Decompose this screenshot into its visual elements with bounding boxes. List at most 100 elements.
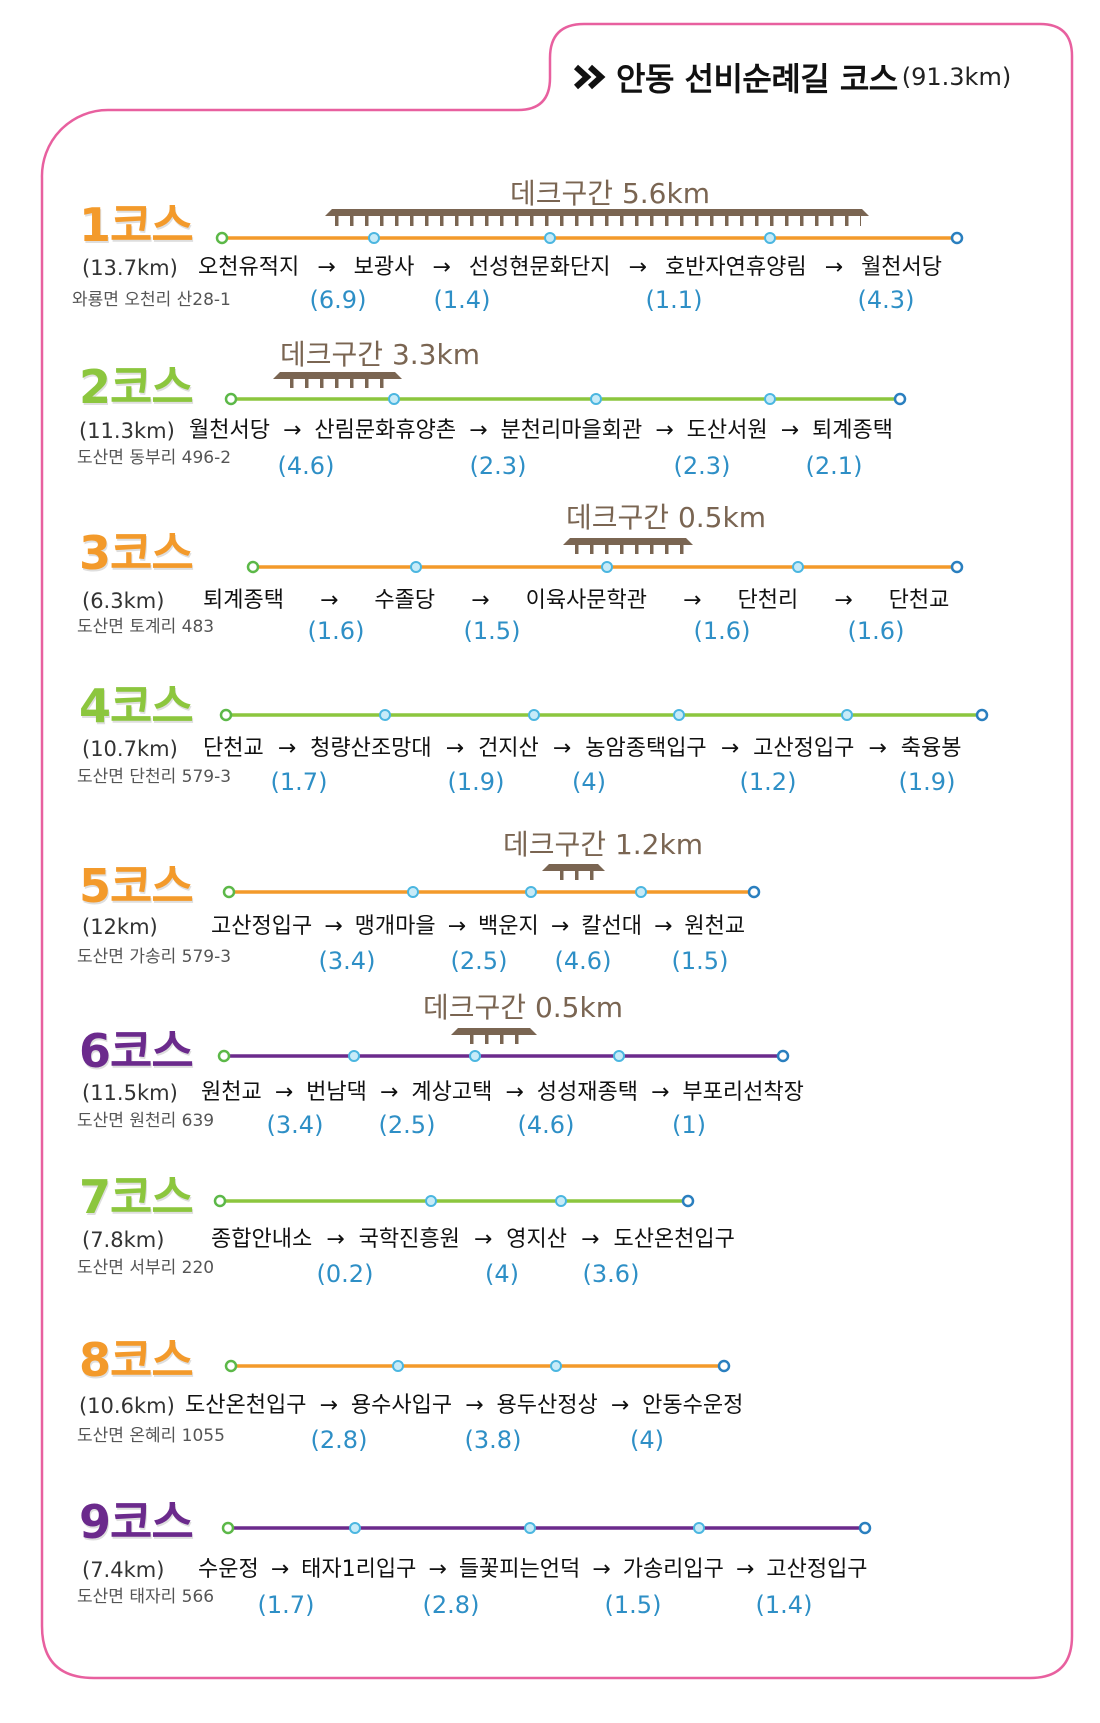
start-station-marker — [224, 392, 238, 406]
deck-bridge-icon — [273, 372, 402, 388]
station-marker — [524, 1522, 536, 1534]
station-marker — [544, 232, 556, 244]
station-marker — [525, 886, 537, 898]
start-address: 도산면 가송리 579-3 — [77, 947, 232, 967]
stop-name: 고산정입구 — [211, 914, 313, 939]
start-station-marker — [224, 1359, 238, 1373]
stop-name: 태자1리입구 — [301, 1557, 417, 1582]
start-station-marker — [215, 231, 229, 245]
segment-distance: (4) — [630, 1426, 664, 1454]
arrow-icon: → — [552, 736, 572, 761]
station-marker — [693, 1522, 705, 1534]
start-station-marker — [221, 1521, 235, 1535]
arrow-icon: → — [581, 1227, 600, 1252]
course-label: 1코스 — [79, 198, 194, 252]
station-marker — [550, 1360, 562, 1372]
segment-distance: (1.1) — [645, 286, 703, 314]
stop-name: 영지산 — [506, 1227, 568, 1252]
stop-name: 도산서원 — [686, 418, 768, 443]
arrow-icon: → — [469, 418, 488, 443]
station-marker — [407, 886, 419, 898]
end-station-marker — [717, 1359, 731, 1373]
arrow-icon: → — [270, 1557, 290, 1582]
deck-section-label: 데크구간 5.6km — [510, 177, 710, 210]
stop-name: 도산온천입구 — [613, 1227, 735, 1252]
segment-distance: (3.6) — [582, 1260, 640, 1288]
stop-name: 농암종택입구 — [585, 736, 707, 761]
arrow-icon: → — [317, 255, 336, 280]
arrow-icon: → — [471, 588, 490, 613]
segment-distance: (1.7) — [270, 768, 328, 796]
end-station-marker — [681, 1194, 695, 1208]
segment-distance: (2.3) — [469, 452, 527, 480]
deck-bridge-icon — [325, 209, 869, 226]
arrow-icon: → — [319, 1393, 338, 1418]
course-length: (6.3km) — [82, 589, 165, 613]
stop-name: 부포리선착장 — [682, 1080, 804, 1105]
stop-name: 맹개마을 — [354, 914, 436, 939]
segment-distance: (2.5) — [378, 1111, 436, 1139]
stop-name: 퇴계종택 — [203, 588, 284, 613]
segment-distance: (6.9) — [309, 286, 367, 314]
segment-distance: (1.2) — [739, 768, 797, 796]
station-marker — [348, 1050, 360, 1062]
stop-name: 수운정 — [198, 1557, 259, 1582]
segment-distance: (1.5) — [671, 947, 729, 975]
station-marker — [635, 886, 647, 898]
course-label: 6코스 — [79, 1024, 194, 1078]
segment-distance: (3.4) — [266, 1111, 324, 1139]
segment-distance: (1.4) — [433, 286, 491, 314]
arrow-icon: → — [505, 1080, 524, 1105]
deck-bridge-icon — [563, 538, 693, 554]
arrow-icon: → — [592, 1557, 611, 1582]
station-marker — [841, 709, 853, 721]
course-length: (7.4km) — [82, 1558, 165, 1582]
stop-name: 고산정입구 — [753, 736, 855, 761]
stop-name: 호반자연휴양림 — [664, 255, 807, 280]
deck-section-label: 데크구간 0.5km — [423, 991, 623, 1024]
deck-section-label: 데크구간 0.5km — [566, 501, 766, 534]
course-9-route — [221, 1521, 872, 1535]
station-marker — [388, 393, 400, 405]
stop-name: 단천리 — [737, 588, 799, 613]
stop-name: 국학진흥원 — [358, 1227, 460, 1252]
course-stops: 원천교 → 번남댁 → 계상고택 → 성성재종택 → 부포리선착장 — [201, 1080, 804, 1106]
stop-name: 계상고택 — [411, 1080, 493, 1105]
station-marker — [590, 393, 602, 405]
arrow-icon: → — [465, 1393, 484, 1418]
segment-distance: (1.6) — [693, 617, 751, 645]
course-length: (11.5km) — [82, 1081, 178, 1105]
arrow-icon: → — [473, 1227, 493, 1252]
course-stops: 종합안내소 → 국학진흥원 → 영지산 → 도산온천입구 — [211, 1227, 735, 1253]
start-address: 도산면 단천리 579-3 — [77, 767, 232, 787]
stop-name: 분천리마을회관 — [500, 418, 643, 443]
stop-name: 건지산 — [478, 736, 539, 761]
start-station-marker — [222, 885, 236, 899]
total-length: (91.3km) — [901, 63, 1012, 91]
arrow-icon: → — [447, 914, 467, 939]
course-label: 4코스 — [79, 679, 194, 733]
station-marker — [379, 709, 391, 721]
stop-name: 안동수운정 — [642, 1393, 744, 1418]
segment-distance: (4) — [485, 1260, 519, 1288]
segment-distance: (1.7) — [257, 1591, 315, 1619]
course-stops: 고산정입구 → 맹개마을 → 백운지 → 칼선대 → 원천교 — [211, 914, 745, 940]
course-label: 2코스 — [79, 360, 194, 414]
course-1-route — [215, 209, 964, 245]
segment-distance: (4) — [572, 768, 606, 796]
course-length: (11.3km) — [79, 419, 175, 443]
station-marker — [764, 393, 776, 405]
segment-distance: (4.3) — [857, 286, 915, 314]
station-marker — [792, 561, 804, 573]
stop-name: 보광사 — [353, 255, 415, 280]
start-address: 와룡면 오천리 산28-1 — [72, 290, 231, 310]
end-station-marker — [975, 708, 989, 722]
course-7-route — [213, 1194, 695, 1208]
arrow-icon: → — [445, 736, 465, 761]
stop-name: 선성현문화단지 — [468, 255, 611, 280]
end-station-marker — [893, 392, 907, 406]
arrow-icon: → — [550, 914, 570, 939]
start-address: 도산면 온혜리 1055 — [77, 1426, 225, 1446]
arrow-icon: → — [735, 1557, 755, 1582]
arrow-icon: → — [824, 255, 844, 280]
